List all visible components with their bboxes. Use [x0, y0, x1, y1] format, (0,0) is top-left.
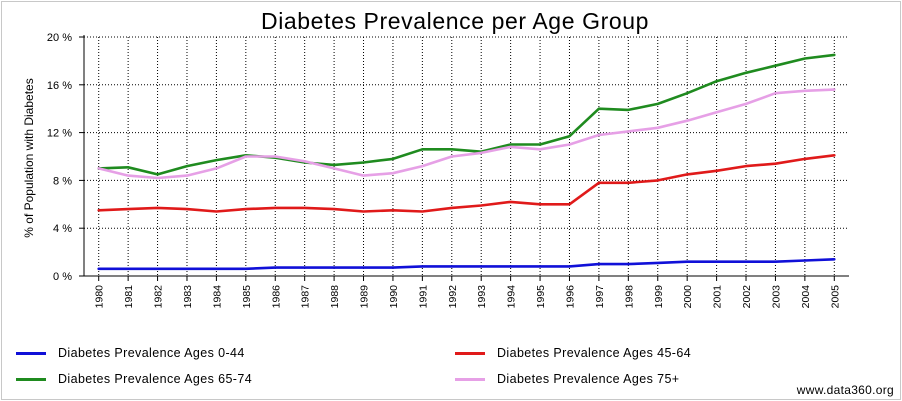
- tick-labels: 0 % 4 % 8 % 12 % 16 % 20 % 1980 1981 1982 1983 198…: [47, 32, 841, 308]
- source-credit: www.data360.org: [796, 383, 894, 397]
- legend-swatch-ages-45-64: [455, 351, 485, 355]
- x-tick-label: 1982: [153, 285, 165, 309]
- x-tick-label: 1992: [447, 285, 459, 309]
- x-tick-label: 1983: [182, 285, 194, 309]
- x-tick-label: 1991: [417, 285, 429, 309]
- x-tick-label: 1988: [329, 285, 341, 309]
- x-tick-label: 1981: [123, 285, 135, 309]
- series-lines: [97, 53, 836, 271]
- x-tick-label: 1984: [211, 285, 223, 309]
- y-tick-label: 8 %: [53, 175, 72, 187]
- y-tick-label: 16 %: [47, 80, 72, 92]
- legend: Diabetes Prevalence Ages 0-44 Diabetes P…: [0, 326, 902, 401]
- x-tick-label: 1998: [623, 285, 635, 309]
- legend-swatch-ages-75-plus: [455, 377, 485, 381]
- x-tick-label: 2002: [741, 285, 753, 309]
- x-tick-label: 1994: [506, 285, 518, 309]
- series-line-diabetes-prevalence-ages-65-74: [97, 53, 836, 176]
- y-axis-label: % of Population with Diabetes: [22, 78, 36, 237]
- legend-label: Diabetes Prevalence Ages 65-74: [58, 372, 253, 386]
- y-tick-label: 12 %: [47, 128, 72, 140]
- legend-label: Diabetes Prevalence Ages 45-64: [497, 346, 692, 360]
- legend-swatch-ages-65-74: [16, 377, 46, 381]
- legend-item-ages-75-plus: Diabetes Prevalence Ages 75+: [455, 370, 680, 388]
- x-tick-label: 1999: [653, 285, 665, 309]
- axes: [79, 35, 849, 281]
- legend-label: Diabetes Prevalence Ages 0-44: [58, 346, 245, 360]
- y-tick-label: 20 %: [47, 32, 72, 44]
- x-tick-label: 1993: [476, 285, 488, 309]
- x-tick-label: 1985: [241, 285, 253, 309]
- x-tick-label: 1989: [359, 285, 371, 309]
- legend-item-ages-0-44: Diabetes Prevalence Ages 0-44: [16, 344, 245, 362]
- x-tick-label: 2003: [770, 285, 782, 309]
- chart-title: Diabetes Prevalence per Age Group: [261, 8, 649, 34]
- x-tick-label: 2005: [829, 285, 841, 309]
- x-tick-label: 1995: [535, 285, 547, 309]
- grid: [84, 36, 849, 276]
- y-tick-label: 4 %: [53, 223, 72, 235]
- x-tick-label: 1997: [594, 285, 606, 309]
- x-tick-label: 2004: [800, 285, 812, 309]
- x-tick-label: 1980: [94, 285, 106, 309]
- x-tick-label: 1986: [270, 285, 282, 309]
- series-line-diabetes-prevalence-ages-45-64: [97, 154, 836, 213]
- series-line-diabetes-prevalence-ages-0-44: [97, 257, 836, 271]
- x-tick-label: 1996: [564, 285, 576, 309]
- x-tick-label: 1990: [388, 285, 400, 309]
- y-tick-label: 0 %: [53, 271, 72, 283]
- legend-item-ages-45-64: Diabetes Prevalence Ages 45-64: [455, 344, 691, 362]
- series-line-diabetes-prevalence-ages-75-plus: [97, 88, 836, 180]
- x-tick-label: 2000: [682, 285, 694, 309]
- legend-swatch-ages-0-44: [16, 351, 46, 355]
- x-tick-label: 2001: [712, 285, 724, 309]
- x-tick-label: 1987: [300, 285, 312, 309]
- legend-label: Diabetes Prevalence Ages 75+: [497, 372, 680, 386]
- legend-item-ages-65-74: Diabetes Prevalence Ages 65-74: [16, 370, 252, 388]
